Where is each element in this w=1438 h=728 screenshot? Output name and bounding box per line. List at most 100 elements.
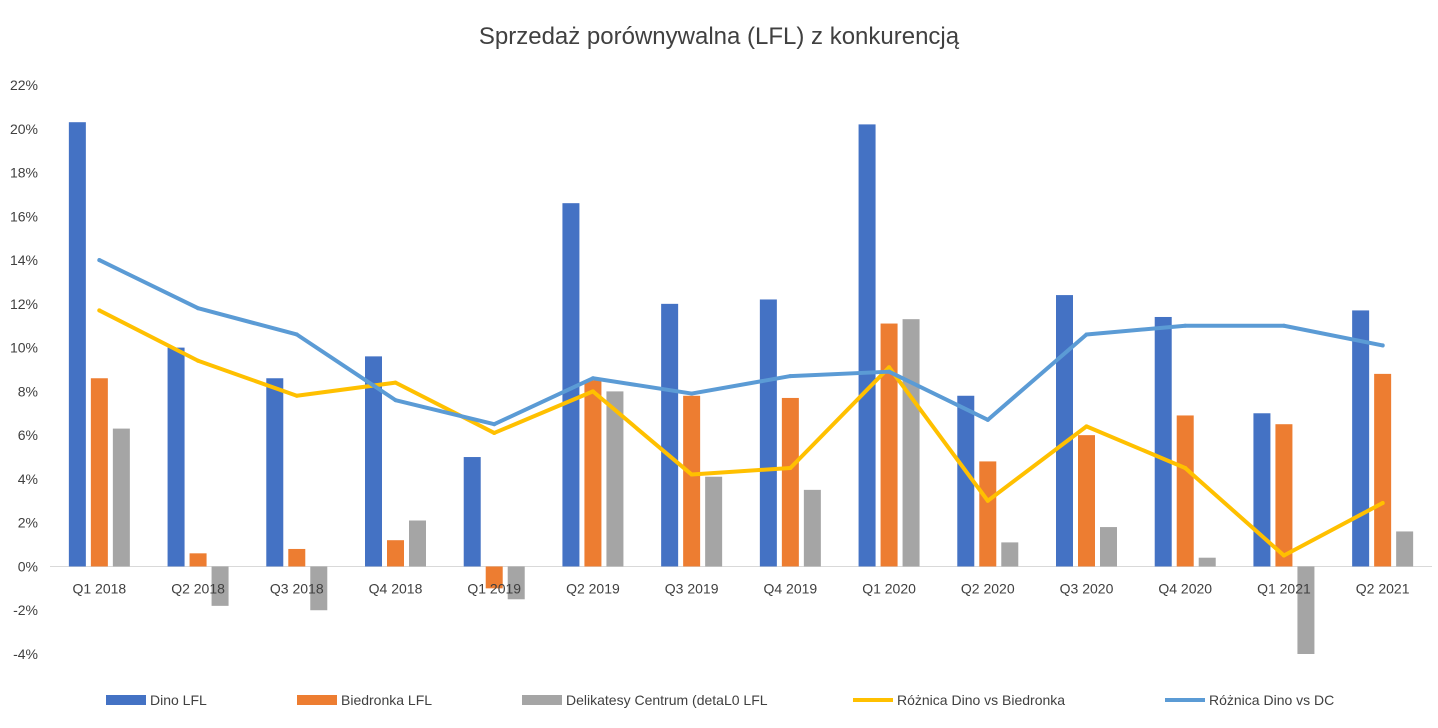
x-tick-label: Q2 2020	[961, 580, 1015, 596]
bar-3-4	[409, 520, 426, 567]
bar-1-14	[1352, 310, 1370, 567]
y-axis-ticks: -4% -2% 0% 2% 4% 6% 8% 10% 12% 14% 16% 18% 20% 22%	[10, 77, 38, 662]
bars	[68, 122, 1414, 654]
line-1-point-8	[788, 465, 793, 470]
bar-3-14	[1396, 531, 1414, 567]
y-tick-label: 10%	[10, 340, 38, 356]
line-2-point-13	[1281, 323, 1286, 328]
bar-3-10	[1001, 542, 1019, 567]
line-series-1	[97, 308, 1385, 558]
bar-2-14	[1374, 373, 1392, 567]
line-2-point-3	[294, 332, 299, 337]
bar-1-10	[957, 395, 975, 567]
x-axis-ticks: Q1 2018 Q2 2018 Q3 2018 Q4 2018 Q1 2019 Q2 20…	[72, 580, 1409, 596]
y-tick-label: -2%	[13, 602, 38, 618]
x-tick-label: Q2 2021	[1356, 580, 1410, 596]
x-tick-label: Q1 2018	[72, 580, 126, 596]
x-tick-label: Q4 2019	[763, 580, 817, 596]
y-tick-label: 0%	[18, 558, 38, 574]
bar-2-13	[1275, 424, 1293, 567]
y-tick-label: 20%	[10, 121, 38, 137]
line-1-point-14	[1380, 500, 1385, 505]
x-tick-label: Q1 2021	[1257, 580, 1311, 596]
bar-2-8	[781, 397, 799, 567]
chart-title: Sprzedaż porównywalna (LFL) z konkurencj…	[479, 23, 960, 50]
x-tick-label: Q4 2018	[369, 580, 423, 596]
bar-2-2	[189, 553, 207, 567]
line-2-point-6	[590, 376, 595, 381]
bar-1-7	[661, 303, 679, 567]
bar-2-10	[979, 461, 997, 567]
line-2-point-9	[887, 369, 892, 374]
bar-1-3	[266, 378, 284, 567]
line-2-point-1	[97, 258, 102, 263]
y-tick-label: 16%	[10, 208, 38, 224]
bar-3-8	[803, 489, 821, 567]
bar-3-1	[112, 428, 130, 567]
line-2-point-12	[1183, 323, 1188, 328]
line-2-point-10	[985, 417, 990, 422]
y-tick-label: 18%	[10, 165, 38, 181]
bar-1-12	[1154, 316, 1172, 567]
y-tick-label: 6%	[18, 427, 38, 443]
y-tick-label: 22%	[10, 77, 38, 93]
x-tick-label: Q1 2020	[862, 580, 916, 596]
lines	[97, 258, 1385, 558]
legend-label-2: Biedronka LFL	[341, 692, 432, 708]
bar-1-1	[68, 122, 86, 567]
line-1-point-11	[1084, 424, 1089, 429]
bar-3-13	[1297, 566, 1315, 654]
x-tick-label: Q3 2018	[270, 580, 324, 596]
line-2-point-2	[196, 306, 201, 311]
bar-1-2	[167, 347, 185, 567]
y-tick-label: 2%	[18, 515, 38, 531]
bar-3-5	[507, 566, 525, 600]
line-1-point-13	[1281, 553, 1286, 558]
x-tick-label: Q2 2019	[566, 580, 620, 596]
legend-label-5: Różnica Dino vs DC	[1209, 692, 1334, 708]
bar-3-9	[902, 319, 920, 567]
x-tick-label: Q1 2019	[467, 580, 521, 596]
bar-2-5	[485, 566, 503, 589]
bar-1-4	[365, 356, 382, 567]
bar-1-6	[562, 203, 580, 567]
bar-2-6	[584, 380, 602, 567]
y-tick-label: 14%	[10, 252, 38, 268]
y-tick-label: -4%	[13, 646, 38, 662]
line-1-point-4	[393, 380, 398, 385]
x-tick-label: Q3 2020	[1060, 580, 1114, 596]
legend: Dino LFL Biedronka LFL Delikatesy Centrum …	[106, 692, 1334, 708]
bar-1-8	[759, 299, 777, 567]
y-tick-label: 8%	[18, 383, 38, 399]
legend-swatch-3	[522, 695, 562, 705]
x-tick-label: Q2 2018	[171, 580, 225, 596]
line-2-point-4	[393, 398, 398, 403]
x-tick-label: Q4 2020	[1158, 580, 1212, 596]
x-tick-label: Q3 2019	[665, 580, 719, 596]
line-1-point-6	[590, 389, 595, 394]
line-2-point-7	[689, 391, 694, 396]
bar-3-3	[310, 566, 328, 611]
line-1-point-3	[294, 393, 299, 398]
bar-1-11	[1056, 295, 1073, 567]
bar-1-13	[1253, 413, 1271, 567]
y-tick-label: 12%	[10, 296, 38, 312]
bar-2-12	[1176, 415, 1194, 567]
bar-3-7	[705, 476, 723, 567]
legend-label-3: Delikatesy Centrum (detaL0 LFL	[566, 692, 768, 708]
line-1-point-10	[985, 498, 990, 503]
line-1-point-2	[196, 358, 201, 363]
line-series-2	[97, 258, 1385, 427]
line-2-point-14	[1380, 343, 1385, 348]
bar-1-9	[858, 124, 876, 567]
line-1-point-12	[1183, 465, 1188, 470]
bar-2-1	[90, 378, 108, 567]
line-2-point-8	[788, 374, 793, 379]
line-1-point-7	[689, 472, 694, 477]
bar-1-5	[463, 457, 481, 567]
bar-2-9	[880, 323, 898, 567]
bar-2-7	[683, 395, 701, 567]
bar-3-12	[1198, 557, 1216, 567]
